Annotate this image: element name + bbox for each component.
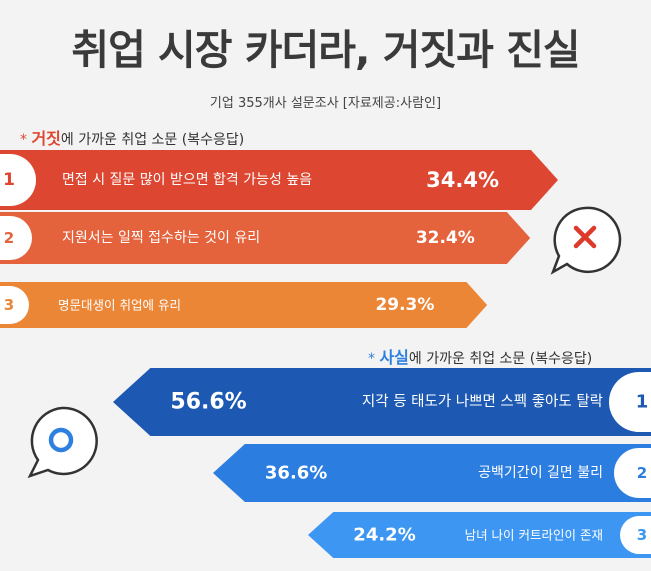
false-value-label-3: 29.3%: [375, 295, 434, 315]
false-section-keyword: 거짓: [31, 129, 61, 148]
false-bar-1: [0, 150, 558, 210]
false-category-label-3: 명문대생이 취업에 유리: [58, 298, 181, 313]
true-section-rest: 에 가까운 취업 소문 (복수응답): [408, 351, 593, 367]
x-mark-icon: [550, 206, 622, 275]
false-rank-label-1: 1: [3, 170, 15, 190]
true-rank-label-3: 3: [637, 526, 647, 544]
true-value-label-1: 56.6%: [170, 390, 246, 415]
true-value-label-3: 24.2%: [353, 525, 415, 546]
true-bar-3: [308, 512, 651, 558]
true-section-keyword: 사실: [379, 348, 409, 367]
false-rank-label-2: 2: [4, 229, 14, 247]
false-rank-badge-2: [0, 216, 32, 260]
true-rank-label-1: 1: [636, 392, 649, 413]
false-category-label-1: 면접 시 질문 많이 받으면 합격 가능성 높음: [62, 172, 312, 188]
false-category-label-2: 지원서는 일찍 접수하는 것이 유리: [62, 230, 260, 246]
true-value-label-2: 36.6%: [265, 463, 327, 484]
false-value-label-1: 34.4%: [426, 168, 499, 192]
false-bar-2: [0, 212, 531, 264]
true-rank-badge-1: [609, 372, 651, 432]
true-category-label-2: 공백기간이 길면 불리: [478, 465, 603, 481]
true-section-prefix: *: [368, 351, 380, 367]
true-rank-badge-2: [614, 448, 651, 498]
false-rank-label-3: 3: [4, 296, 14, 314]
page-subtitle: 기업 355개사 설문조사 [자료제공:사람인]: [209, 96, 442, 111]
true-section-label: * 사실에 가까운 취업 소문 (복수응답): [368, 344, 592, 368]
true-category-label-1: 지각 등 태도가 나쁘면 스펙 좋아도 탈락: [362, 393, 603, 410]
true-rank-badge-3: [620, 516, 651, 554]
page-title: 취업 시장 카더라, 거짓과 진실: [71, 26, 580, 74]
false-bar-3: [0, 282, 488, 328]
false-value-label-2: 32.4%: [416, 228, 475, 248]
true-rank-label-2: 2: [637, 464, 647, 482]
true-bar-2: [213, 444, 651, 502]
false-section-label: * 거짓에 가까운 취업 소문 (복수응답): [20, 125, 244, 149]
true-bar-1: [113, 368, 651, 436]
o-mark-icon: [27, 406, 98, 479]
false-section-prefix: *: [20, 132, 32, 148]
false-rank-badge-1: [0, 154, 36, 206]
false-rank-badge-3: [0, 286, 29, 324]
false-section-rest: 에 가까운 취업 소문 (복수응답): [60, 132, 245, 148]
true-category-label-3: 남녀 나이 커트라인이 존재: [465, 528, 603, 543]
